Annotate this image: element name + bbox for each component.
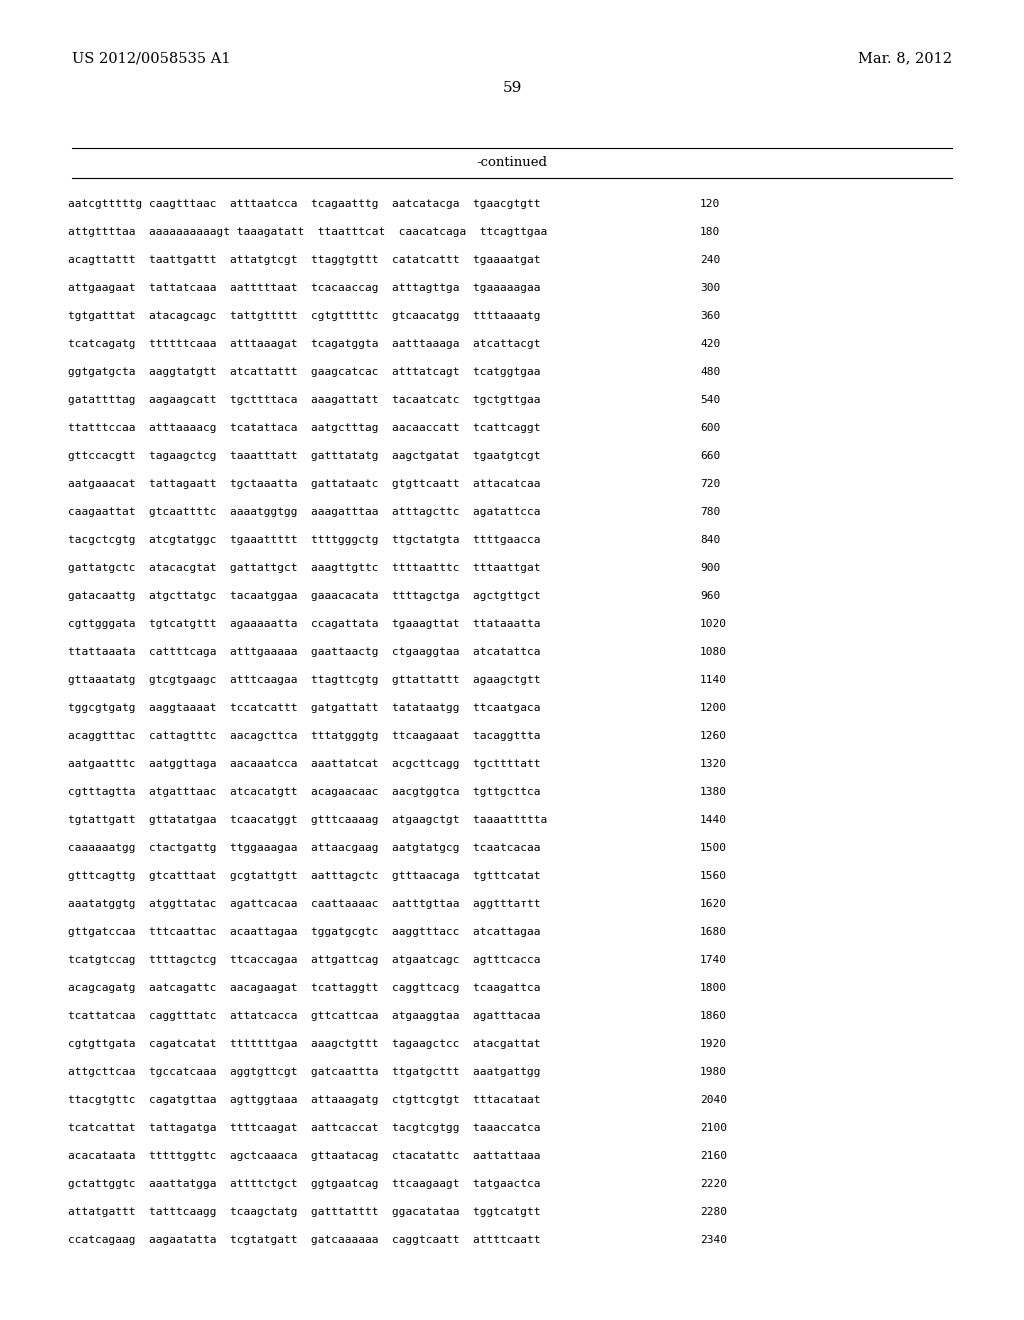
Text: 1380: 1380 [700,787,727,797]
Text: 1620: 1620 [700,899,727,909]
Text: US 2012/0058535 A1: US 2012/0058535 A1 [72,51,230,65]
Text: 2100: 2100 [700,1123,727,1133]
Text: 480: 480 [700,367,720,378]
Text: gttccacgtt  tagaagctcg  taaatttatt  gatttatatg  aagctgatat  tgaatgtcgt: gttccacgtt tagaagctcg taaatttatt gatttat… [68,451,541,461]
Text: gatacaattg  atgcttatgc  tacaatggaa  gaaacacata  ttttagctga  agctgttgct: gatacaattg atgcttatgc tacaatggaa gaaacac… [68,591,541,601]
Text: 720: 720 [700,479,720,488]
Text: tcattatcaa  caggtttatc  attatcacca  gttcattcaa  atgaaggtaa  agatttacaa: tcattatcaa caggtttatc attatcacca gttcatt… [68,1011,541,1020]
Text: ttatttccaa  atttaaaacg  tcatattaca  aatgctttag  aacaaccatt  tcattcaggt: ttatttccaa atttaaaacg tcatattaca aatgctt… [68,422,541,433]
Text: aatcgtttttg caagtttaac  atttaatcca  tcagaatttg  aatcatacga  tgaacgtgtt: aatcgtttttg caagtttaac atttaatcca tcagaa… [68,199,541,209]
Text: 780: 780 [700,507,720,517]
Text: aatgaatttc  aatggttaga  aacaaatcca  aaattatcat  acgcttcagg  tgcttttatt: aatgaatttc aatggttaga aacaaatcca aaattat… [68,759,541,770]
Text: acagcagatg  aatcagattc  aacagaagat  tcattaggtt  caggttcacg  tcaagattca: acagcagatg aatcagattc aacagaagat tcattag… [68,983,541,993]
Text: 1500: 1500 [700,843,727,853]
Text: 540: 540 [700,395,720,405]
Text: ggtgatgcta  aaggtatgtt  atcattattt  gaagcatcac  atttatcagt  tcatggtgaa: ggtgatgcta aaggtatgtt atcattattt gaagcat… [68,367,541,378]
Text: gatattttag  aagaagcatt  tgcttttaca  aaagattatt  tacaatcatc  tgctgttgaa: gatattttag aagaagcatt tgcttttaca aaagatt… [68,395,541,405]
Text: tgtgatttat  atacagcagc  tattgttttt  cgtgtttttc  gtcaacatgg  ttttaaaatg: tgtgatttat atacagcagc tattgttttt cgtgttt… [68,312,541,321]
Text: gattatgctc  atacacgtat  gattattgct  aaagttgttc  ttttaatttc  tttaattgat: gattatgctc atacacgtat gattattgct aaagttg… [68,564,541,573]
Text: ttacgtgttc  cagatgttaa  agttggtaaa  attaaagatg  ctgttcgtgt  tttacataat: ttacgtgttc cagatgttaa agttggtaaa attaaag… [68,1096,541,1105]
Text: tcatcattat  tattagatga  ttttcaagat  aattcaccat  tacgtcgtgg  taaaccatca: tcatcattat tattagatga ttttcaagat aattcac… [68,1123,541,1133]
Text: 1560: 1560 [700,871,727,880]
Text: 1680: 1680 [700,927,727,937]
Text: 240: 240 [700,255,720,265]
Text: acaggtttac  cattagtttc  aacagcttca  tttatgggtg  ttcaagaaat  tacaggttta: acaggtttac cattagtttc aacagcttca tttatgg… [68,731,541,741]
Text: 1980: 1980 [700,1067,727,1077]
Text: 1140: 1140 [700,675,727,685]
Text: 1860: 1860 [700,1011,727,1020]
Text: 360: 360 [700,312,720,321]
Text: 59: 59 [503,81,521,95]
Text: attgttttaa  aaaaaaaaaagt taaagatatt  ttaatttcat  caacatcaga  ttcagttgaa: attgttttaa aaaaaaaaaagt taaagatatt ttaat… [68,227,547,238]
Text: cgtgttgata  cagatcatat  tttttttgaa  aaagctgttt  tagaagctcc  atacgattat: cgtgttgata cagatcatat tttttttgaa aaagctg… [68,1039,541,1049]
Text: 960: 960 [700,591,720,601]
Text: 1440: 1440 [700,814,727,825]
Text: gttgatccaa  tttcaattac  acaattagaa  tggatgcgtc  aaggtttacc  atcattagaa: gttgatccaa tttcaattac acaattagaa tggatgc… [68,927,541,937]
Text: 2340: 2340 [700,1236,727,1245]
Text: tcatgtccag  ttttagctcg  ttcaccagaa  attgattcag  atgaatcagc  agtttcacca: tcatgtccag ttttagctcg ttcaccagaa attgatt… [68,954,541,965]
Text: -continued: -continued [476,156,548,169]
Text: gctattggtc  aaattatgga  attttctgct  ggtgaatcag  ttcaagaagt  tatgaactca: gctattggtc aaattatgga attttctgct ggtgaat… [68,1179,541,1189]
Text: Mar. 8, 2012: Mar. 8, 2012 [858,51,952,65]
Text: 1920: 1920 [700,1039,727,1049]
Text: 900: 900 [700,564,720,573]
Text: aaatatggtg  atggttatac  agattcacaa  caattaaaac  aatttgttaa  aggtttатtt: aaatatggtg atggttatac agattcacaa caattaa… [68,899,541,909]
Text: 2280: 2280 [700,1206,727,1217]
Text: 1020: 1020 [700,619,727,630]
Text: acagttattt  taattgattt  attatgtcgt  ttaggtgttt  catatcattt  tgaaaatgat: acagttattt taattgattt attatgtcgt ttaggtg… [68,255,541,265]
Text: aatgaaacat  tattagaatt  tgctaaatta  gattataatc  gtgttcaatt  attacatcaa: aatgaaacat tattagaatt tgctaaatta gattata… [68,479,541,488]
Text: 2220: 2220 [700,1179,727,1189]
Text: 660: 660 [700,451,720,461]
Text: 2040: 2040 [700,1096,727,1105]
Text: 1320: 1320 [700,759,727,770]
Text: gtttcagttg  gtcatttaat  gcgtattgtt  aatttagctc  gtttaacaga  tgtttcatat: gtttcagttg gtcatttaat gcgtattgtt aatttag… [68,871,541,880]
Text: 1260: 1260 [700,731,727,741]
Text: gttaaatatg  gtcgtgaagc  atttcaagaa  ttagttcgtg  gttattattt  agaagctgtt: gttaaatatg gtcgtgaagc atttcaagaa ttagttc… [68,675,541,685]
Text: 420: 420 [700,339,720,348]
Text: tacgctcgtg  atcgtatggc  tgaaattttt  ttttgggctg  ttgctatgta  ttttgaacca: tacgctcgtg atcgtatggc tgaaattttt ttttggg… [68,535,541,545]
Text: 600: 600 [700,422,720,433]
Text: cgttgggata  tgtcatgttt  agaaaaatta  ccagattata  tgaaagttat  ttataaatta: cgttgggata tgtcatgttt agaaaaatta ccagatt… [68,619,541,630]
Text: caaaaaatgg  ctactgattg  ttggaaagaa  attaacgaag  aatgtatgcg  tcaatcacaa: caaaaaatgg ctactgattg ttggaaagaa attaacg… [68,843,541,853]
Text: 1800: 1800 [700,983,727,993]
Text: tgtattgatt  gttatatgaa  tcaacatggt  gtttcaaaag  atgaagctgt  taaaattttta: tgtattgatt gttatatgaa tcaacatggt gtttcaa… [68,814,547,825]
Text: 120: 120 [700,199,720,209]
Text: attgaagaat  tattatcaaa  aatttttaat  tcacaaccag  atttagttga  tgaaaaagaa: attgaagaat tattatcaaa aatttttaat tcacaac… [68,282,541,293]
Text: 180: 180 [700,227,720,238]
Text: tcatcagatg  ttttttcaaa  atttaaagat  tcagatggta  aatttaaaga  atcattacgt: tcatcagatg ttttttcaaa atttaaagat tcagatg… [68,339,541,348]
Text: ccatcagaag  aagaatatta  tcgtatgatt  gatcaaaaaa  caggtcaatt  attttcaatt: ccatcagaag aagaatatta tcgtatgatt gatcaaa… [68,1236,541,1245]
Text: acacataata  tttttggttc  agctcaaaca  gttaatacag  ctacatattc  aattattaaa: acacataata tttttggttc agctcaaaca gttaata… [68,1151,541,1162]
Text: 1740: 1740 [700,954,727,965]
Text: attatgattt  tatttcaagg  tcaagctatg  gatttatttt  ggacatataa  tggtcatgtt: attatgattt tatttcaagg tcaagctatg gatttat… [68,1206,541,1217]
Text: 840: 840 [700,535,720,545]
Text: 2160: 2160 [700,1151,727,1162]
Text: 1200: 1200 [700,704,727,713]
Text: 300: 300 [700,282,720,293]
Text: caagaattat  gtcaattttc  aaaatggtgg  aaagatttaa  atttagcttc  agatattcca: caagaattat gtcaattttc aaaatggtgg aaagatt… [68,507,541,517]
Text: cgtttagtta  atgatttaac  atcacatgtt  acagaacaac  aacgtggtca  tgttgcttca: cgtttagtta atgatttaac atcacatgtt acagaac… [68,787,541,797]
Text: attgcttcaa  tgccatcaaa  aggtgttcgt  gatcaattta  ttgatgcttt  aaatgattgg: attgcttcaa tgccatcaaa aggtgttcgt gatcaat… [68,1067,541,1077]
Text: 1080: 1080 [700,647,727,657]
Text: ttattaaata  cattttcaga  atttgaaaaa  gaattaactg  ctgaaggtaa  atcatattca: ttattaaata cattttcaga atttgaaaaa gaattaa… [68,647,541,657]
Text: tggcgtgatg  aaggtaaaat  tccatcattt  gatgattatt  tatataatgg  ttcaatgaca: tggcgtgatg aaggtaaaat tccatcattt gatgatt… [68,704,541,713]
